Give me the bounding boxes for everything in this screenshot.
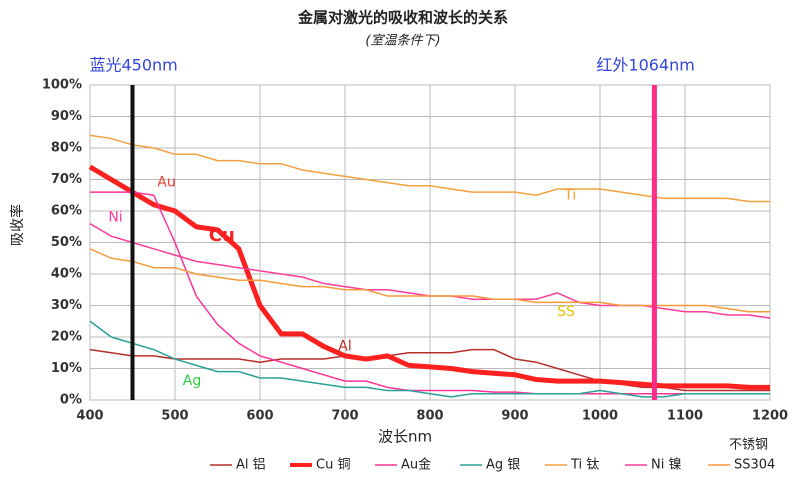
x-tick-label: 400 [76,409,103,424]
x-tick-label: 800 [416,409,443,424]
legend-label: Ag 银 [486,458,520,473]
x-tick-label: 1100 [667,409,703,424]
legend-label: Cu 铜 [316,458,350,473]
reference-label: 红外1064nm [596,56,694,75]
y-tick-label: 90% [51,109,82,124]
y-tick-label: 70% [51,172,82,187]
legend-label: Ti 钛 [570,458,599,473]
chart-title: 金属对激光的吸收和波长的关系 [297,9,508,27]
series-label: Cu [209,225,235,246]
y-tick-label: 80% [51,141,82,156]
series-label: Au [157,175,175,191]
legend-label: Ni 镍 [651,458,681,473]
x-tick-label: 1000 [582,409,618,424]
y-tick-label: 40% [51,267,82,282]
series-label: Ti [563,187,576,203]
y-tick-label: 60% [51,204,82,219]
y-tick-label: 0% [60,393,82,408]
legend-label: Al 铝 [236,458,266,473]
y-tick-label: 10% [51,361,82,376]
series-label: Ni [108,209,122,225]
y-tick-label: 50% [51,235,82,250]
y-tick-label: 30% [51,298,82,313]
y-axis-title: 吸收率 [9,204,26,246]
legend-label: SS304 [734,458,775,473]
x-tick-label: 900 [501,409,528,424]
x-axis-title: 波长nm [378,428,432,446]
y-tick-label: 100% [42,78,82,93]
legend-note: 不锈钢 [729,438,768,453]
series-label: Ag [183,373,201,389]
x-tick-label: 500 [161,409,188,424]
x-tick-label: 700 [331,409,358,424]
y-tick-label: 20% [51,330,82,345]
series-label: SS [557,304,575,320]
x-tick-label: 1200 [752,409,788,424]
series-label: Al [338,338,351,354]
x-tick-label: 600 [246,409,273,424]
chart-subtitle: (室温条件下) [365,33,440,49]
reference-label: 蓝光450nm [90,56,178,75]
legend-label: Au金 [401,457,431,473]
